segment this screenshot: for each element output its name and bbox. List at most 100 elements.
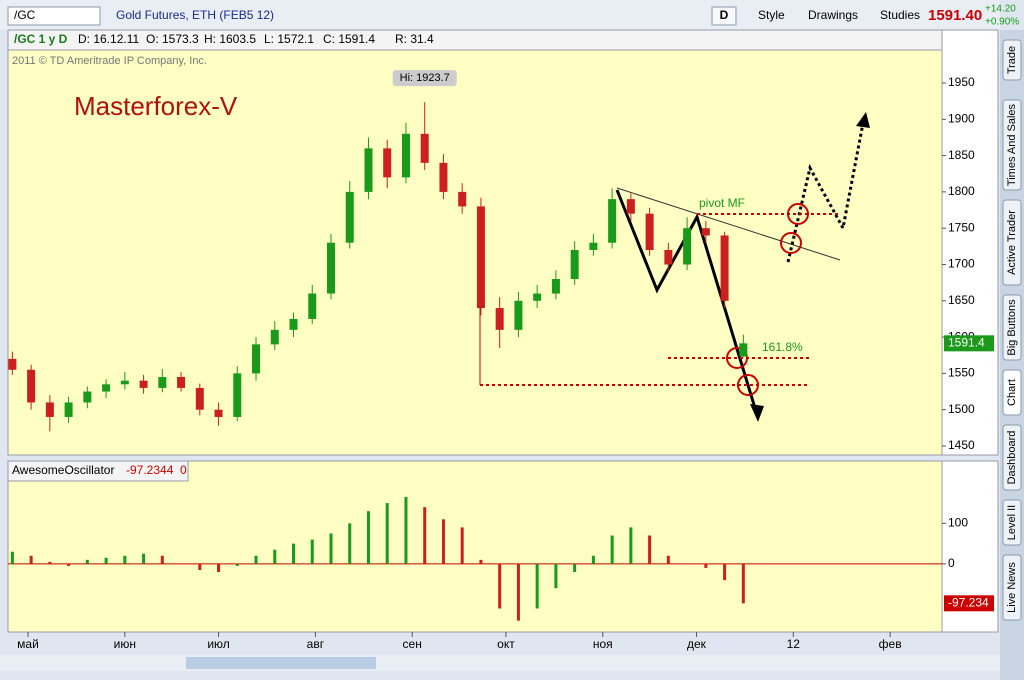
y-tick-label: 1550: [948, 366, 975, 380]
side-tab[interactable]: [1002, 499, 1022, 546]
candle-body: [514, 300, 523, 330]
oscillator-bar: [104, 557, 108, 564]
oscillator-bar: [648, 535, 652, 564]
oscillator-bar: [404, 497, 408, 564]
candle-body: [195, 387, 204, 410]
candle-body: [683, 228, 692, 265]
info-high: H: 1603.5: [204, 32, 256, 46]
oscillator-bar: [48, 561, 52, 564]
side-tab[interactable]: [1002, 294, 1022, 361]
change-pct: +0.90%: [985, 17, 1019, 28]
symbol-box[interactable]: [7, 6, 101, 26]
studies-button[interactable]: Studies: [880, 8, 920, 22]
toolbar: [0, 0, 1000, 30]
oscillator-bar: [723, 563, 727, 581]
side-tab[interactable]: [1002, 199, 1022, 286]
candle-body: [701, 228, 710, 236]
y-tick-label: 1950: [948, 75, 975, 89]
trend-line: [616, 187, 841, 261]
oscillator-bar: [235, 563, 239, 566]
oscillator-bar: [479, 559, 483, 564]
oscillator-bar: [348, 523, 352, 564]
side-tab[interactable]: [1002, 554, 1022, 621]
oscillator-zero: 0: [180, 463, 187, 477]
x-tick-label: авг: [307, 637, 325, 651]
last-price-tag: [944, 335, 994, 352]
style-button[interactable]: Style: [758, 8, 785, 22]
oscillator-bar: [385, 503, 389, 564]
oscillator-bar: [67, 563, 71, 566]
candle-body: [589, 242, 598, 250]
last-value-tag-label: -97.234: [948, 595, 989, 609]
side-tab-label: Level II: [1006, 505, 1018, 540]
candle-body: [608, 199, 617, 243]
y-tick-label: 1700: [948, 257, 975, 271]
candle-body: [102, 384, 111, 392]
arrow-head: [856, 112, 870, 128]
zigzag: [615, 189, 760, 419]
last-price: 1591.40: [928, 7, 982, 24]
side-tab[interactable]: [1002, 369, 1022, 416]
candle-body: [326, 242, 335, 294]
change: +14.20: [985, 4, 1016, 15]
candle-body: [533, 293, 542, 301]
fib-label: 161.8%: [762, 340, 803, 354]
arrow-head: [750, 404, 764, 422]
y-tick-label: 100: [948, 516, 968, 530]
info-symbol: /GC 1 y D: [14, 32, 68, 46]
circle: [726, 347, 748, 369]
oscillator-bar: [666, 555, 670, 564]
candle-body: [83, 391, 92, 403]
oscillator-bar: [142, 553, 146, 564]
oscillator-bar: [29, 555, 33, 564]
candle-body: [139, 380, 148, 388]
info-open: O: 1573.3: [146, 32, 199, 46]
side-tab-label: Chart: [1006, 379, 1018, 406]
oscillator-bar: [441, 519, 445, 564]
y-tick-label: 1650: [948, 293, 975, 307]
oscillator-name: AwesomeOscillator: [12, 463, 114, 477]
side-tab-label: Trade: [1006, 46, 1018, 74]
side-tab[interactable]: [1002, 424, 1022, 491]
pivot-label: pivot MF: [699, 196, 745, 210]
candle-body: [45, 402, 54, 417]
oscillator-bar: [498, 563, 502, 609]
x-tick-label: ноя: [593, 637, 613, 651]
candle-body: [739, 343, 748, 357]
oscillator-bar: [704, 563, 708, 568]
oscillator-bar: [310, 539, 314, 564]
oscillator-bar: [85, 559, 89, 564]
period-button[interactable]: [711, 6, 737, 26]
info-close: C: 1591.4: [323, 32, 375, 46]
candle-body: [476, 206, 485, 309]
candle-body: [158, 377, 167, 388]
oscillator-bar: [254, 555, 258, 564]
candle-body: [345, 191, 354, 243]
oscillator-bar: [292, 543, 296, 564]
drawings: [479, 112, 870, 422]
scrollbar[interactable]: [0, 655, 1000, 671]
side-tab[interactable]: [1002, 39, 1022, 81]
period-label: D: [720, 8, 729, 22]
oscillator-bar: [10, 551, 14, 564]
x-tick-label: июн: [114, 637, 136, 651]
y-tick-label: 1800: [948, 184, 975, 198]
candle-body: [458, 191, 467, 207]
candle-body: [626, 199, 635, 214]
oscillator-bar: [629, 527, 633, 564]
drawings-button[interactable]: Drawings: [808, 8, 858, 22]
last-price-tag-label: 1591.4: [948, 336, 985, 350]
scroll-thumb[interactable]: [186, 657, 376, 669]
x-tick-label: 12: [787, 637, 801, 651]
x-tick-label: май: [17, 637, 39, 651]
candle-body: [64, 402, 73, 417]
oscillator-header: [7, 460, 189, 482]
oscillator-bar: [591, 555, 595, 564]
side-tab[interactable]: [1002, 99, 1022, 191]
candle-body: [551, 279, 560, 294]
oscillator-bar: [741, 563, 745, 604]
x-tick-label: фев: [879, 637, 902, 651]
price-axis: [941, 29, 999, 456]
candle-body: [645, 213, 654, 250]
